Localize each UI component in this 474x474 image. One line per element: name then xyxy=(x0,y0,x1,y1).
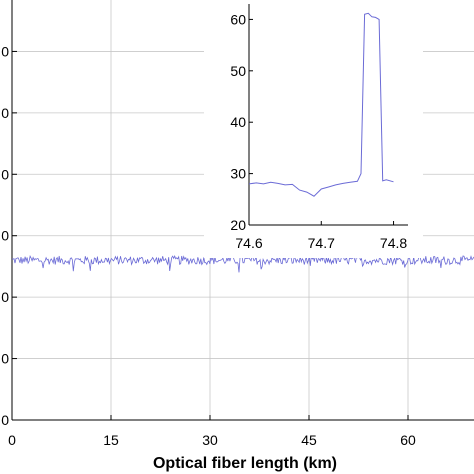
y-tick-label: 0 xyxy=(1,228,9,244)
inset-y-tick-label: 60 xyxy=(230,11,246,27)
inset-x-tick-label: 74.8 xyxy=(380,235,407,251)
inset-y-tick-label: 50 xyxy=(230,63,246,79)
inset-y-tick-label: 30 xyxy=(230,166,246,182)
y-tick-label: 0 xyxy=(1,412,9,428)
main-series xyxy=(11,254,474,273)
main-series-line xyxy=(11,254,474,273)
x-tick-label: 0 xyxy=(8,432,16,448)
inset-y-tick-label: 20 xyxy=(230,217,246,233)
y-tick-label: 0 xyxy=(1,43,9,59)
x-axis-title: Optical fiber length (km) xyxy=(153,455,337,472)
inset-series-line xyxy=(248,12,394,197)
x-tick-label: 45 xyxy=(301,432,317,448)
y-tick-label: 0 xyxy=(1,166,9,182)
main-ticks: 0 15 30 45 60 0 0 0 0 0 0 0 xyxy=(1,43,416,448)
inset-chart: 20 30 40 50 60 74.6 74.7 74.8 xyxy=(204,0,423,258)
x-tick-label: 30 xyxy=(202,432,218,448)
inset-x-tick-label: 74.6 xyxy=(235,235,262,251)
inset-x-tick-label: 74.7 xyxy=(308,235,335,251)
x-tick-label: 15 xyxy=(103,432,119,448)
main-axes xyxy=(11,0,474,421)
x-tick-label: 60 xyxy=(400,432,416,448)
y-tick-label: 0 xyxy=(1,105,9,121)
y-tick-label: 0 xyxy=(1,289,9,305)
inset-y-tick-label: 40 xyxy=(230,114,246,130)
inset-background xyxy=(204,0,423,258)
y-tick-label: 0 xyxy=(1,351,9,367)
